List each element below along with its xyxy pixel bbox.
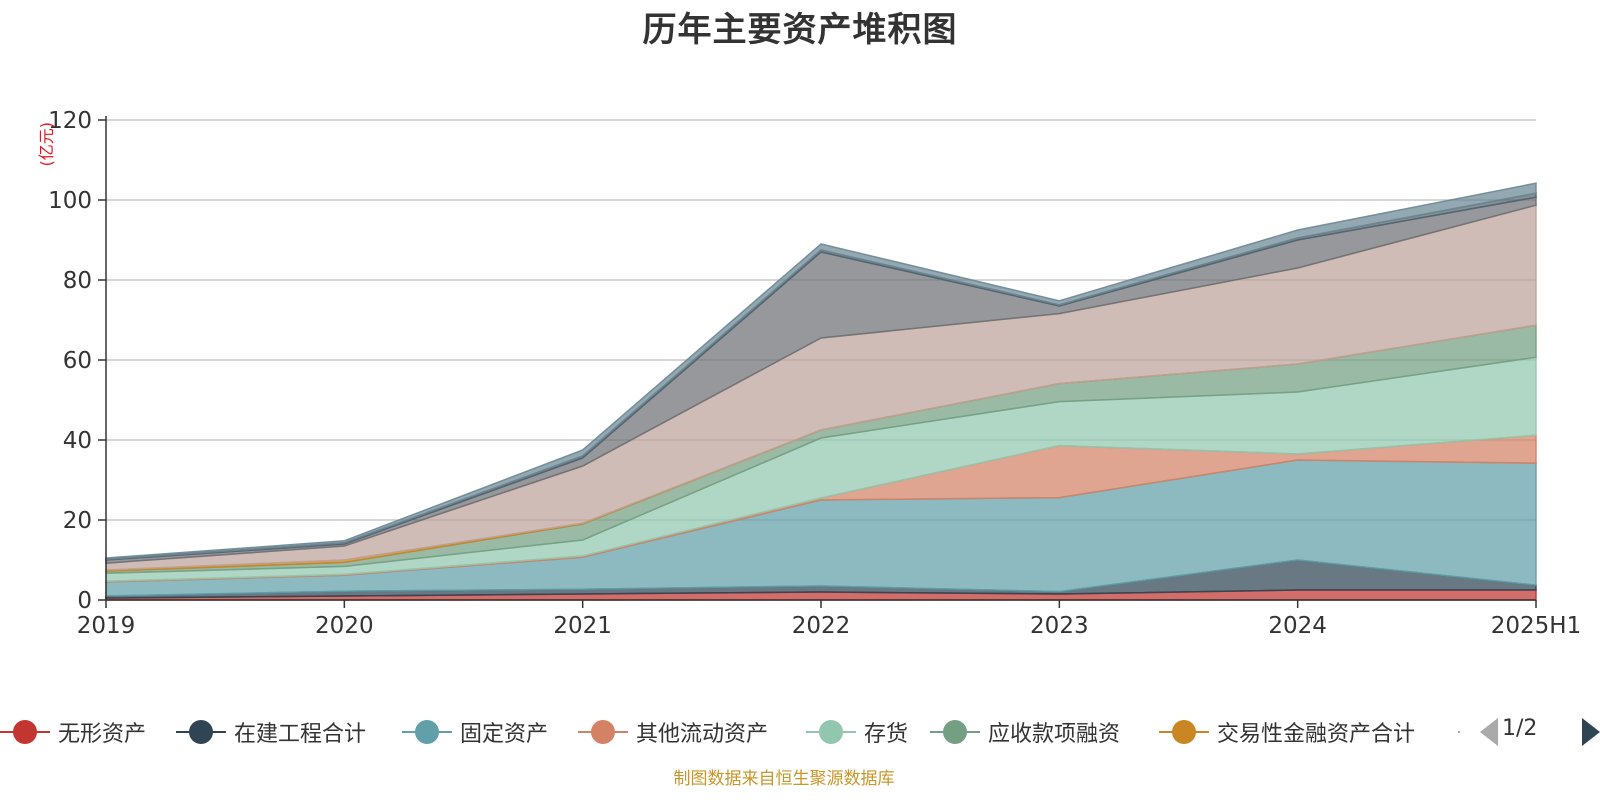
legend-item[interactable]: 固定资产	[402, 712, 548, 752]
axes: 0 20 40 60 80 100 120 2019 2020 2021 2022 2023 2024 2…	[48, 108, 1581, 639]
x-tick-label: 2020	[315, 613, 374, 639]
x-tick-label: 2024	[1268, 613, 1327, 639]
area-series-11	[105, 182, 1537, 561]
legend-label: 存货	[864, 722, 909, 747]
pager-page-indicator: 1/2	[1502, 716, 1538, 741]
y-axis-unit-label: (亿元)	[37, 122, 56, 167]
y-tick-label: 0	[77, 588, 92, 614]
legend-marker-icon	[578, 712, 628, 752]
legend-item[interactable]: 在建工程合计	[176, 712, 366, 752]
pager-prev-arrow-icon[interactable]	[1480, 718, 1498, 746]
y-tick-label: 20	[63, 508, 92, 534]
legend-marker-icon	[930, 712, 980, 752]
pager-next-arrow-icon[interactable]	[1582, 718, 1600, 746]
legend-marker-icon	[176, 712, 226, 752]
x-tick-label: 2019	[77, 613, 136, 639]
legend-pager: 1/2	[1470, 712, 1600, 752]
y-tick-label: 80	[63, 268, 92, 294]
legend-marker-icon	[402, 712, 452, 752]
y-tick-label: 40	[63, 428, 92, 454]
area-series	[105, 182, 1537, 601]
legend-marker-icon	[806, 712, 856, 752]
legend-label: 应收款项融资	[988, 722, 1121, 747]
legend-label: 其他流动资产	[636, 722, 769, 747]
legend-marker-icon	[1159, 712, 1209, 752]
source-note: 制图数据来自恒生聚源数据库	[673, 769, 895, 789]
legend-item[interactable]: 交易性金融资产合计	[1159, 712, 1415, 752]
chart-title: 历年主要资产堆积图	[642, 10, 958, 50]
legend-label: 固定资产	[460, 722, 549, 747]
x-tick-label: 2022	[792, 613, 851, 639]
legend-label: 无形资产	[58, 722, 147, 747]
legend: 无形资产 在建工程合计 固定资产 其他流动资产 存货 应收款项融资 交易性金融资产合计 1/2	[0, 712, 1600, 752]
y-tick-label: 100	[48, 188, 92, 214]
legend-item[interactable]: 存货	[806, 712, 908, 752]
y-tick-label: 60	[63, 348, 92, 374]
legend-item[interactable]: 应收款项融资	[930, 712, 1120, 752]
legend-marker-icon	[0, 712, 50, 752]
y-tick-label: 120	[48, 108, 92, 134]
x-tick-label: 2025H1	[1491, 613, 1581, 639]
legend-item[interactable]: 无形资产	[0, 712, 146, 752]
x-tick-label: 2023	[1030, 613, 1089, 639]
stacked-area-chart: 0 20 40 60 80 100 120 2019 2020 2021 2022 2023 2024 2…	[37, 108, 1581, 639]
legend-label: 在建工程合计	[234, 722, 367, 747]
legend-item[interactable]: 其他流动资产	[578, 712, 768, 752]
x-tick-label: 2021	[553, 613, 612, 639]
legend-label: 交易性金融资产合计	[1217, 722, 1416, 747]
